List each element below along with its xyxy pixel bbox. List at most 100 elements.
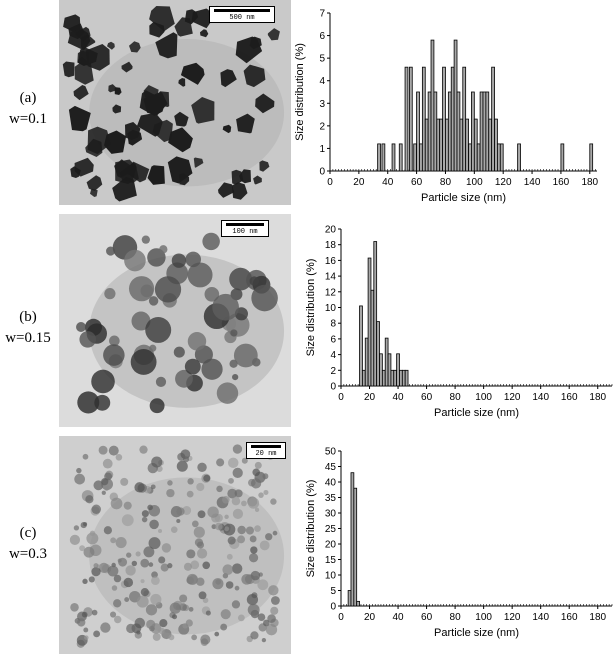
y-tick-label: 0 [330, 602, 336, 613]
nanoparticle [250, 631, 259, 640]
nanoparticle [77, 391, 100, 414]
nanoparticle [159, 245, 168, 254]
nanoparticle [249, 535, 257, 543]
nanoparticle [197, 462, 207, 473]
histogram-bar [404, 66, 409, 172]
y-tick-label: 30 [325, 509, 337, 520]
nanoparticle [110, 537, 117, 544]
weight-fraction: w=0.1 [8, 111, 48, 127]
nanoparticle [69, 534, 81, 545]
x-tick-label: 20 [353, 177, 365, 188]
y-tick-label: 4 [330, 350, 336, 361]
histogram-bar [476, 143, 481, 172]
nanoparticle [197, 510, 206, 519]
histogram-bar [391, 143, 396, 172]
histogram-bar [497, 143, 501, 172]
nanoparticle [202, 232, 220, 251]
nanoparticle [91, 566, 101, 577]
scale-bar-label: 100 nm [232, 228, 258, 236]
nanoparticle [130, 349, 157, 375]
nanoparticle [86, 532, 99, 545]
nanoparticle [259, 160, 270, 172]
particle-aggregate [89, 38, 285, 187]
nanoparticle [250, 570, 261, 581]
nanoparticle [214, 631, 220, 637]
nanoparticle [270, 596, 280, 605]
nanoparticle [259, 540, 270, 551]
x-tick-label: 60 [421, 392, 433, 403]
size-distribution-chart: 0 1 2 3 4 5 6 7 0 20 40 60 80 100 120 140 160 180 Particle… [294, 9, 599, 205]
histogram-bar [376, 321, 380, 387]
nanoparticle [79, 331, 96, 348]
nanoparticle [202, 561, 211, 570]
nanoparticle [229, 359, 238, 368]
y-tick-label: 8 [330, 319, 336, 330]
histogram-bar [404, 369, 409, 387]
nanoparticle [63, 14, 81, 33]
nanoparticle [108, 84, 117, 93]
y-tick-label: 5 [330, 586, 336, 597]
nanoparticle [167, 480, 173, 486]
nanoparticle [82, 578, 88, 585]
nanoparticle [158, 627, 165, 635]
y-tick-label: 12 [325, 287, 337, 298]
nanoparticle [123, 501, 132, 510]
panel-a: (a) w=0.1 500 nm 0 1 2 3 4 5 6 7 0 20 40 60 80 100 120… [0, 0, 613, 212]
nanoparticle [155, 376, 167, 388]
nanoparticle [62, 61, 75, 78]
scale-bar: 100 nm [221, 220, 269, 237]
histogram-bar [373, 241, 378, 387]
nanoparticle [94, 394, 111, 411]
nanoparticle [154, 276, 182, 303]
histogram-bar [387, 353, 392, 387]
histogram-bar [398, 143, 403, 172]
nanoparticle [249, 36, 262, 50]
nanoparticle [120, 477, 129, 486]
nanoparticle [160, 563, 169, 572]
nanoparticle [81, 611, 88, 618]
y-tick-label: 14 [325, 272, 337, 283]
nanoparticle [205, 610, 211, 616]
nanoparticle [110, 611, 117, 618]
histogram-bar [465, 118, 469, 172]
scale-bar: 500 nm [209, 6, 275, 23]
nanoparticle [101, 490, 106, 495]
nanoparticle [73, 85, 89, 101]
nanoparticle [161, 543, 172, 553]
nanoparticle [83, 522, 88, 527]
histogram-bar [462, 66, 467, 172]
scale-bar: 20 nm [246, 442, 286, 459]
nanoparticle [151, 456, 163, 468]
nanoparticle [215, 579, 222, 585]
histogram-bar [459, 118, 464, 172]
nanoparticle [76, 467, 82, 474]
nanoparticle [265, 533, 273, 541]
nanoparticle [182, 456, 190, 463]
histogram-bar [427, 91, 432, 172]
y-tick-label: 20 [325, 540, 337, 551]
x-tick-label: 40 [392, 392, 404, 403]
nanoparticle [158, 556, 166, 564]
nanoparticle [115, 453, 123, 461]
nanoparticle [171, 253, 187, 268]
nanoparticle [98, 562, 110, 574]
nanoparticle [115, 537, 127, 549]
nanoparticle [204, 286, 220, 302]
nanoparticle [193, 526, 205, 538]
x-tick-label: 140 [532, 612, 549, 623]
y-axis-label: Size distribution (%) [294, 43, 306, 141]
nanoparticle [198, 591, 207, 600]
x-tick-label: 0 [327, 177, 333, 188]
nanoparticle [267, 614, 276, 623]
panel-label: (b) w=0.15 [0, 307, 56, 349]
nanoparticle [125, 565, 136, 576]
nanoparticle [234, 585, 240, 591]
nanoparticle [150, 593, 162, 605]
nanoparticle [187, 478, 194, 485]
x-tick-label: 60 [421, 612, 433, 623]
nanoparticle [200, 29, 209, 38]
nanoparticle [135, 551, 141, 557]
histogram-bar [390, 369, 395, 387]
histogram-bar [447, 91, 452, 172]
nanoparticle [254, 525, 261, 532]
